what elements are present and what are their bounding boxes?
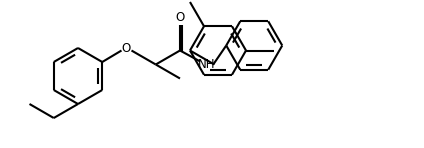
Text: O: O <box>122 41 131 54</box>
Text: O: O <box>176 11 184 24</box>
Text: NH: NH <box>198 58 215 71</box>
